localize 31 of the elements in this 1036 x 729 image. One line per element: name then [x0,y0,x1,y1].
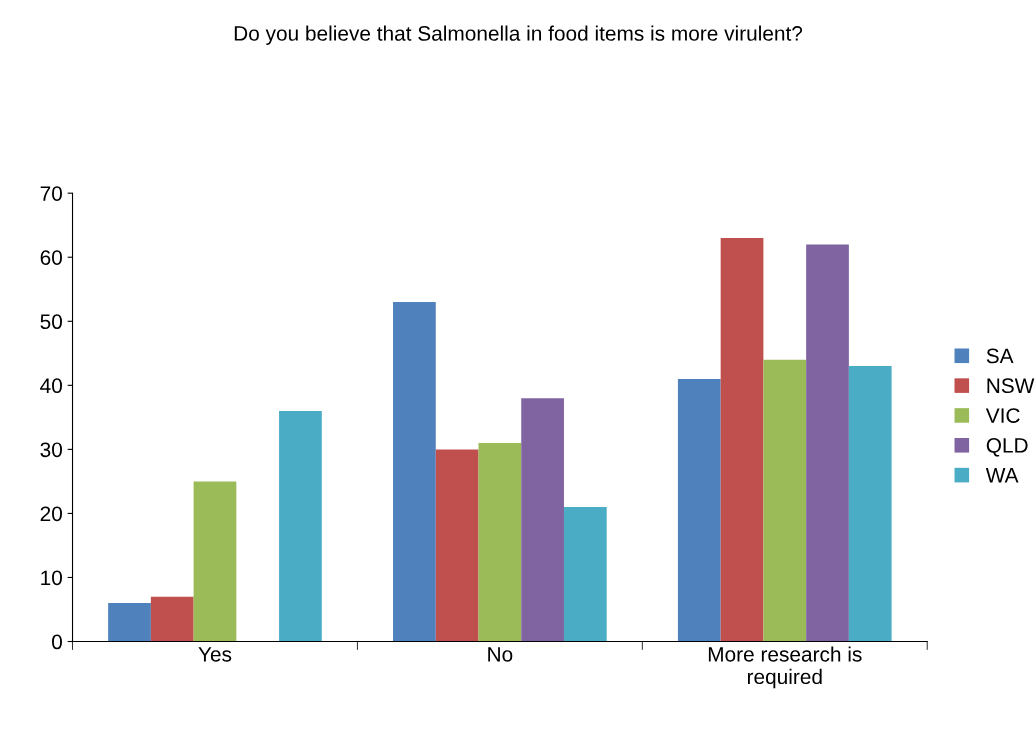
legend-label: VIC [985,408,1020,423]
bar [677,378,721,642]
legend-label: SA [986,348,1014,364]
y-tick-label: 50 [40,314,62,330]
y-tick-label: 30 [40,442,62,458]
bar [806,244,849,642]
bar [108,603,151,642]
bar [521,398,564,642]
bar [150,596,194,642]
legend-label: NSW [987,378,1035,394]
y-tick-label: 40 [40,378,62,394]
y-tick-label: 20 [40,506,62,522]
x-tick-label: More research is required [708,646,862,689]
bar [279,410,322,642]
bar [435,449,479,642]
chart-title: Do you believe that Salmonella in food items is more virulent? [234,25,803,45]
bar [193,481,237,642]
bar [563,507,607,642]
bar [478,442,522,642]
legend-label: QLD [986,438,1028,457]
bar [393,302,436,642]
y-tick-label: 60 [40,250,62,265]
x-tick-label: Yes [198,647,232,662]
y-tick-label: 0 [52,634,62,650]
y-tick-label: 70 [40,186,62,201]
bar [848,366,892,642]
bar [720,238,764,642]
x-tick-label: No [488,647,513,662]
y-tick-label: 10 [41,570,62,586]
bar [763,359,807,642]
legend-label: WA [985,468,1019,483]
